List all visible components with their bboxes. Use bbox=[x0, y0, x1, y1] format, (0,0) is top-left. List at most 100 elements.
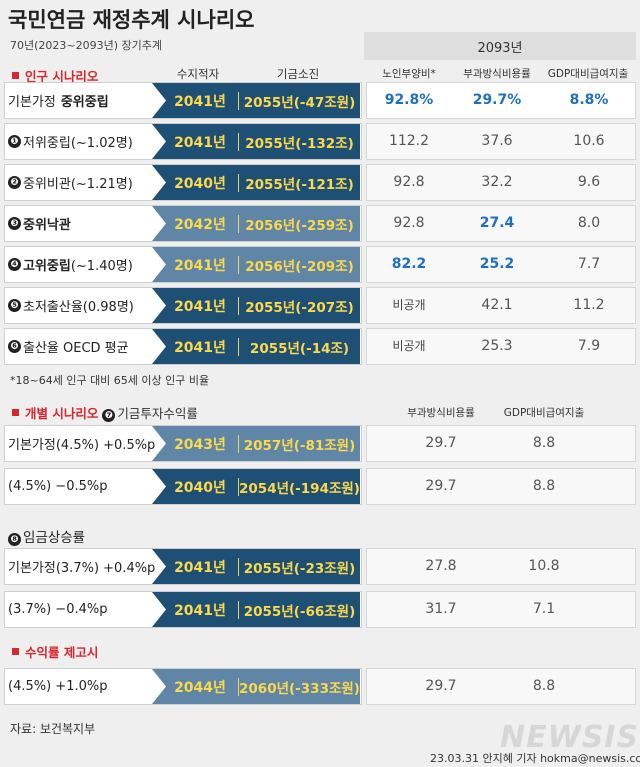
col-paygo-header: 부과방식비용률 bbox=[463, 68, 531, 80]
col-deficit-header: 수지적자 bbox=[176, 67, 220, 81]
deficit-year: 2042년 bbox=[174, 216, 226, 233]
scenario-label: ❺ 초저출산율(0.98명) bbox=[8, 287, 134, 324]
paygo-cost-value: 31.7 bbox=[425, 601, 457, 617]
depletion-year: 2054년(-194조원) bbox=[239, 480, 360, 497]
col-depletion-header: 기금소진 bbox=[276, 67, 320, 81]
col-old-age-header: 노인부양비* bbox=[382, 68, 436, 80]
scenario-label: 기본가정(3.7%) +0.4%p bbox=[8, 548, 155, 585]
scenario-label: 기본가정 중위중립 bbox=[8, 82, 109, 119]
paygo-cost-value: 37.6 bbox=[481, 133, 513, 149]
scenario-label-text: (3.7%) −0.4%p bbox=[8, 602, 108, 617]
scenario-label-text: 초저출산율(0.98명) bbox=[23, 300, 134, 315]
depletion-year: 2055년(-66조원) bbox=[243, 603, 356, 620]
banner-divider bbox=[238, 91, 239, 110]
scenario-label-text: 기본가정(3.7%) +0.4%p bbox=[8, 561, 156, 576]
paygo-cost-value: 25.2 bbox=[479, 256, 515, 272]
return-section-title: 수익률 제고시 bbox=[25, 645, 99, 660]
page-title: 국민연금 재정추계 시나리오 bbox=[8, 8, 255, 32]
scenario-label: ❻ 출산율 OECD 평균 bbox=[8, 328, 129, 365]
gdp-expenditure-value: 11.2 bbox=[573, 297, 605, 313]
timeline-banner: 2041년 2055년(-207조) bbox=[152, 288, 360, 323]
paygo-cost-value: 29.7 bbox=[425, 435, 457, 451]
old-age-ratio-value: 비공개 bbox=[392, 339, 426, 353]
scenario-values-row bbox=[366, 123, 636, 160]
col-gdp-header: GDP대비급여지출 bbox=[547, 68, 629, 80]
depletion-year: 2060년(-333조원) bbox=[239, 680, 360, 697]
investment-return-title: ❼ 기금투자수익률 bbox=[102, 403, 198, 422]
scenario-label-text: (~1.40명) bbox=[70, 259, 133, 274]
individual-section-title: 개별 시나리오 bbox=[25, 406, 99, 421]
scenario-label: (4.5%) +1.0%p bbox=[8, 668, 107, 705]
depletion-year: 2057년(-81조원) bbox=[243, 437, 356, 454]
depletion-year: 2055년(-47조원) bbox=[243, 94, 356, 111]
paygo-cost-value: 25.3 bbox=[481, 338, 513, 354]
depletion-year: 2056년(-209조) bbox=[245, 258, 354, 275]
number-badge-icon: ❷ bbox=[8, 176, 21, 189]
banner-divider bbox=[238, 337, 239, 356]
deficit-year: 2041년 bbox=[174, 298, 226, 315]
scenario-label: ❹ 고위중립 (~1.40명) bbox=[8, 246, 133, 283]
paygo-cost-value: 29.7 bbox=[425, 478, 457, 494]
banner-divider bbox=[238, 557, 239, 576]
old-age-ratio-value: 92.8 bbox=[393, 215, 425, 231]
scenario-values-row bbox=[366, 205, 636, 242]
paygo-cost-value: 29.7 bbox=[425, 678, 457, 694]
banner-divider bbox=[238, 477, 239, 496]
banner-divider bbox=[238, 132, 239, 151]
gdp-expenditure-value: 8.0 bbox=[577, 215, 601, 231]
deficit-year: 2041년 bbox=[174, 134, 226, 151]
depletion-year: 2055년(-132조) bbox=[245, 135, 354, 152]
timeline-banner: 2043년 2057년(-81조원) bbox=[152, 426, 360, 461]
scenario-values-row bbox=[366, 548, 636, 585]
scenario-values-row bbox=[366, 668, 636, 705]
deficit-year: 2043년 bbox=[174, 436, 226, 453]
deficit-year: 2040년 bbox=[174, 479, 226, 496]
gdp-expenditure-value: 8.8 bbox=[532, 478, 556, 494]
scenario-bold-label: 중위중립 bbox=[60, 95, 109, 110]
deficit-year: 2041년 bbox=[174, 93, 226, 110]
scenario-bold-label: 중위낙관 bbox=[23, 218, 71, 233]
scenario-label: (3.7%) −0.4%p bbox=[8, 591, 107, 628]
paygo-cost-value: 27.4 bbox=[479, 215, 515, 231]
old-age-ratio-value: 92.8 bbox=[393, 174, 425, 190]
credit-text: 23.03.31 안지혜 기자 hokma@newsis.com bbox=[430, 752, 640, 765]
scenario-values-row bbox=[366, 287, 636, 324]
number-badge-icon: ❺ bbox=[8, 299, 21, 312]
scenario-label-text: 출산율 OECD 평균 bbox=[23, 341, 129, 356]
scenario-label: ❸ 중위낙관 bbox=[8, 205, 71, 242]
depletion-year: 2055년(-207조) bbox=[245, 299, 354, 316]
banner-divider bbox=[238, 434, 239, 453]
timeline-banner: 2041년 2055년(-23조원) bbox=[152, 549, 360, 584]
depletion-year: 2055년(-14조) bbox=[249, 340, 350, 357]
timeline-banner: 2040년 2055년(-121조) bbox=[152, 165, 360, 200]
timeline-banner: 2041년 2056년(-209조) bbox=[152, 247, 360, 282]
year-header: 2093년 bbox=[364, 32, 636, 60]
source-text: 자료: 보건복지부 bbox=[10, 722, 96, 736]
deficit-year: 2040년 bbox=[174, 175, 226, 192]
scenario-values-row bbox=[366, 468, 636, 505]
banner-divider bbox=[238, 600, 239, 619]
number-badge-icon: ❶ bbox=[8, 135, 21, 148]
timeline-banner: 2041년 2055년(-132조) bbox=[152, 124, 360, 159]
deficit-year: 2041년 bbox=[174, 257, 226, 274]
scenario-label: ❷ 중위비관(~1.21명) bbox=[8, 164, 133, 201]
investment-return-label: 기금투자수익률 bbox=[117, 406, 198, 421]
number-badge-icon: ❽ bbox=[8, 533, 21, 546]
population-section-label: 인구 시나리오 bbox=[12, 66, 98, 85]
timeline-banner: 2041년 2055년(-66조원) bbox=[152, 592, 360, 627]
gdp-expenditure-value: 8.8 bbox=[532, 678, 556, 694]
deficit-year: 2044년 bbox=[174, 679, 226, 696]
number-badge-icon: ❼ bbox=[102, 409, 116, 422]
timeline-banner: 2044년 2060년(-333조원) bbox=[152, 669, 360, 704]
population-section-title: 인구 시나리오 bbox=[25, 69, 99, 84]
number-badge-icon: ❻ bbox=[8, 340, 21, 353]
gdp-expenditure-value: 8.8% bbox=[569, 92, 609, 108]
section-marker-icon bbox=[12, 72, 19, 79]
depletion-year: 2056년(-259조) bbox=[245, 217, 354, 234]
footnote: *18~64세 인구 대비 65세 이상 인구 비율 bbox=[10, 374, 210, 387]
scenario-values-row bbox=[366, 425, 636, 462]
scenario-values-row bbox=[366, 328, 636, 365]
number-badge-icon: ❹ bbox=[8, 258, 21, 271]
deficit-year: 2041년 bbox=[174, 559, 226, 576]
banner-divider bbox=[238, 677, 239, 696]
